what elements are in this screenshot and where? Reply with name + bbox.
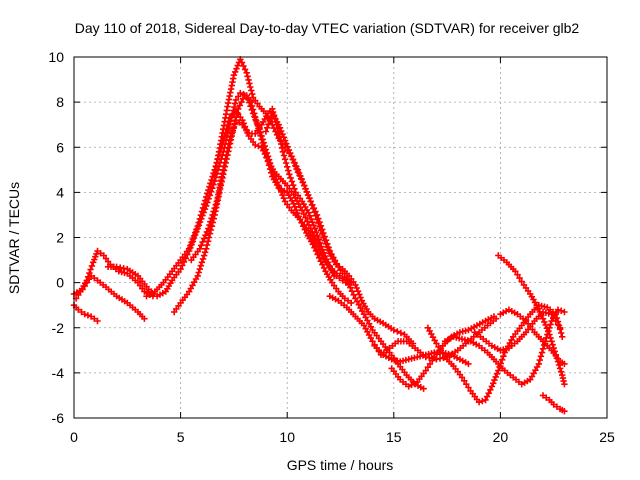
y-tick-label: 4 xyxy=(56,184,64,200)
y-tick-label: 2 xyxy=(56,230,64,246)
x-tick-label: 10 xyxy=(279,429,295,445)
y-tick-label: 6 xyxy=(56,139,64,155)
y-tick-label: -6 xyxy=(52,410,65,426)
y-axis-label: SDTVAR / TECUs xyxy=(6,182,22,294)
series-arc-9 xyxy=(262,110,427,392)
x-tick-label: 20 xyxy=(493,429,509,445)
y-tick-label: 10 xyxy=(48,49,64,65)
data-point-markers xyxy=(371,342,472,368)
gridlines xyxy=(74,57,607,418)
data-point-markers xyxy=(495,252,568,388)
data-point-markers xyxy=(262,110,427,392)
x-tick-label: 15 xyxy=(386,429,402,445)
axis-ticks: 0 5 10 15 20 25 -6 -4 -2 0 2 4 6 8 10 xyxy=(48,49,615,445)
series-arc-17 xyxy=(539,392,568,415)
y-tick-label: 0 xyxy=(56,275,64,291)
x-tick-label: 5 xyxy=(177,429,185,445)
y-tick-label: 8 xyxy=(56,94,64,110)
x-tick-label: 25 xyxy=(599,429,615,445)
x-tick-label: 0 xyxy=(70,429,78,445)
chart-title: Day 110 of 2018, Sidereal Day-to-day VTE… xyxy=(75,20,580,36)
y-tick-label: -2 xyxy=(52,320,65,336)
data-point-markers xyxy=(539,392,568,415)
series-arc-18 xyxy=(371,342,472,368)
y-tick-label: -4 xyxy=(52,365,65,381)
x-axis-label: GPS time / hours xyxy=(287,457,394,473)
series-arc-16 xyxy=(495,252,568,388)
